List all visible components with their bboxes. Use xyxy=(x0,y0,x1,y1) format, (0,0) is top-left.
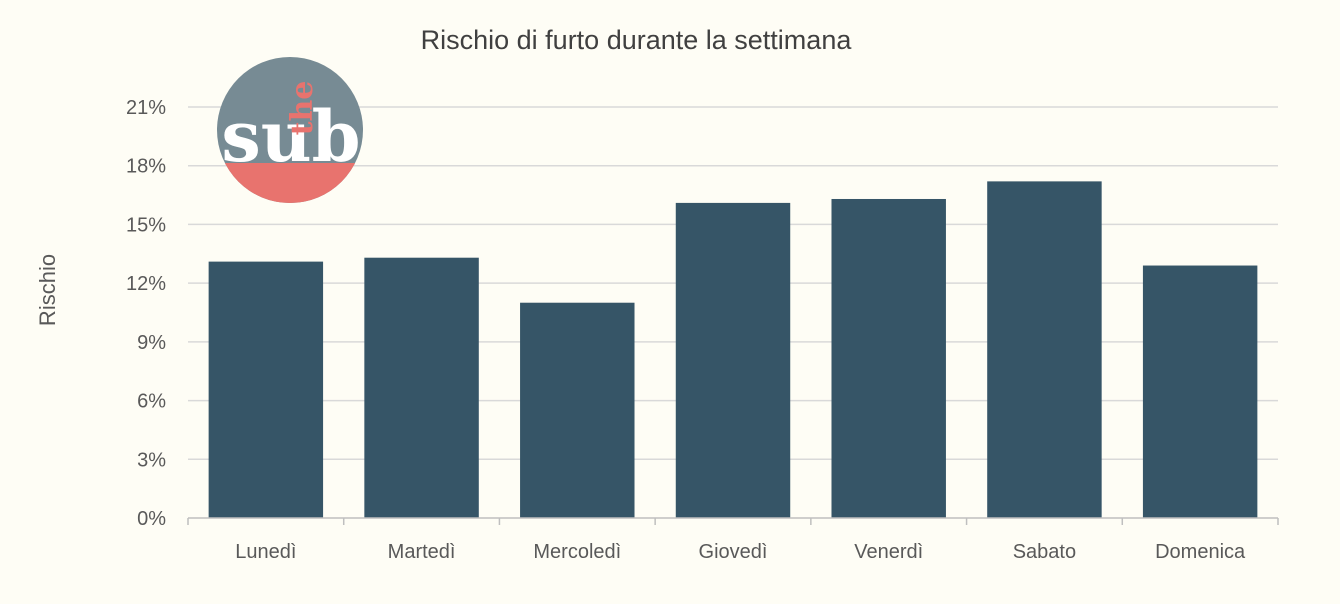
x-axis-ticks: Lunedì Martedì Mercoledì Giovedì Venerdì Saba… xyxy=(235,541,1246,563)
x-tick-label: Domenica xyxy=(1155,541,1246,563)
bar-0 xyxy=(208,261,324,518)
the-sub-logo: sub the xyxy=(217,57,363,203)
x-tick-label: Mercoledì xyxy=(533,541,621,563)
y-tick-label: 12% xyxy=(126,273,166,295)
bars xyxy=(208,181,1258,518)
y-tick-label: 9% xyxy=(137,332,166,354)
x-axis xyxy=(187,517,1279,525)
y-tick-label: 0% xyxy=(137,508,166,530)
bar-5 xyxy=(987,181,1102,518)
y-axis-ticks: 0% 3% 6% 9% 12% 15% 18% 21% xyxy=(126,97,166,530)
y-tick-label: 3% xyxy=(137,449,166,471)
y-axis-label: Rischio xyxy=(35,254,60,326)
chart-title: Rischio di furto durante la settimana xyxy=(421,25,853,55)
x-tick-label: Venerdì xyxy=(854,541,923,563)
x-tick-label: Lunedì xyxy=(235,541,296,563)
bar-6 xyxy=(1142,265,1258,518)
x-tick-label: Martedì xyxy=(388,541,456,563)
bar-2 xyxy=(520,302,635,518)
bar-1 xyxy=(364,257,479,518)
y-tick-label: 6% xyxy=(137,391,166,413)
logo-text-the: the xyxy=(285,81,320,136)
y-tick-label: 21% xyxy=(126,97,166,119)
logo-text-sub: sub xyxy=(221,95,360,178)
bar-4 xyxy=(831,198,946,518)
y-tick-label: 15% xyxy=(126,214,166,236)
x-tick-label: Sabato xyxy=(1013,541,1076,563)
bar-3 xyxy=(675,202,791,518)
y-tick-label: 18% xyxy=(126,156,166,178)
x-tick-label: Giovedì xyxy=(699,541,768,563)
